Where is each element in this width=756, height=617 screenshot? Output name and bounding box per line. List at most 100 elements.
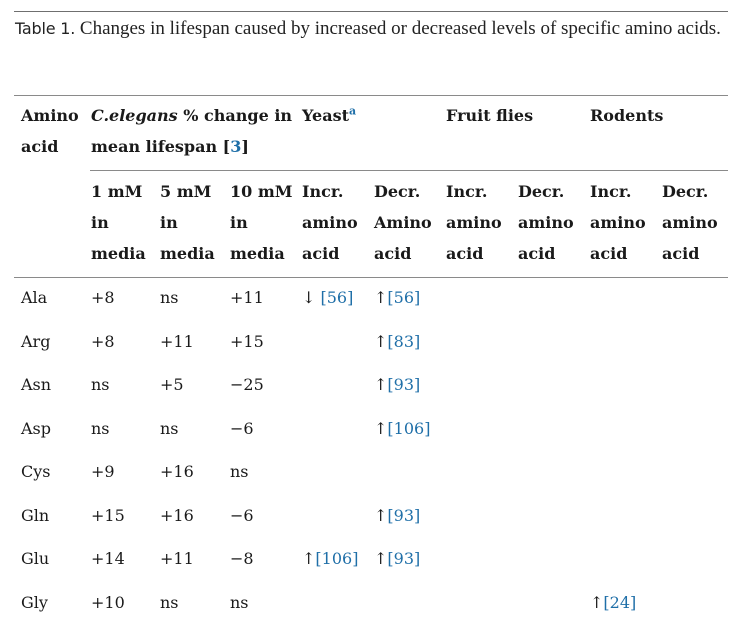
row-amino-acid: Asp <box>21 419 52 438</box>
subheader-col-8-line-1: Incr. <box>590 182 632 201</box>
arrow-icon: ↑ <box>590 593 604 612</box>
row-5mm-value: ns <box>160 288 179 307</box>
subheader-col-7-line-3: acid <box>518 244 556 263</box>
celegans-line2: mean lifespan [ <box>91 137 231 156</box>
row-1mm-value: +9 <box>91 462 115 481</box>
row-10mm-value: −8 <box>230 549 254 568</box>
header-amino-acid-line2: acid <box>21 137 59 156</box>
subheader-col-9-line-2: amino <box>662 213 718 232</box>
row-5mm-value: ns <box>160 419 179 438</box>
subheader-col-8: Incr. amino acid <box>590 176 646 269</box>
subheader-col-4-line-1: Incr. <box>302 182 344 201</box>
subheader-col-1: 1 mM in media <box>91 176 146 269</box>
row-amino-acid: Asn <box>21 375 52 394</box>
row-amino-acid: Ala <box>21 288 48 307</box>
arrow-icon: ↑ <box>374 549 388 568</box>
subheader-col-4-line-2: amino <box>302 213 358 232</box>
row-1mm-value: ns <box>91 375 110 394</box>
row-5mm-value: +16 <box>160 506 194 525</box>
yeast-footnote-link[interactable]: a <box>348 104 357 118</box>
subheader-col-5-line-1: Decr. <box>374 182 421 201</box>
header-amino-acid-line1: Amino <box>21 106 79 125</box>
reference-link[interactable]: [93] <box>387 506 421 525</box>
reference-link[interactable]: [106] <box>387 419 431 438</box>
row-10mm-value: +11 <box>230 288 264 307</box>
row-10mm-value: −25 <box>230 375 264 394</box>
row-yeast-decr: ↑[93] <box>374 506 420 526</box>
row-rodents-incr: ↑[24] <box>590 593 636 613</box>
row-10mm-value: −6 <box>230 419 254 438</box>
subheader-col-6-line-3: acid <box>446 244 484 263</box>
arrow-icon: ↑ <box>374 332 388 351</box>
header-fruit-flies: Fruit flies <box>446 106 534 125</box>
row-yeast-decr: ↑[83] <box>374 332 420 352</box>
body-rule <box>14 277 728 278</box>
subheader-col-1-line-1: 1 mM <box>91 182 143 201</box>
row-amino-acid: Glu <box>21 549 50 568</box>
row-10mm-value: −6 <box>230 506 254 525</box>
arrow-icon: ↑ <box>374 288 388 307</box>
reference-link[interactable]: [24] <box>603 593 637 612</box>
header-rodents: Rodents <box>590 106 664 125</box>
row-amino-acid: Gln <box>21 506 50 525</box>
subheader-col-3: 10 mM in media <box>230 176 292 269</box>
arrow-icon: ↑ <box>374 375 388 394</box>
subheader-col-5: Decr. Amino acid <box>374 176 432 269</box>
subheader-col-2-line-3: media <box>160 244 215 263</box>
subheader-col-3-line-1: 10 mM <box>230 182 293 201</box>
arrow-icon: ↑ <box>302 549 316 568</box>
subheader-col-5-line-3: acid <box>374 244 412 263</box>
row-amino-acid: Cys <box>21 462 51 481</box>
yeast-label: Yeast <box>302 106 349 125</box>
row-1mm-value: ns <box>91 419 110 438</box>
row-yeast-decr: ↑[93] <box>374 549 420 569</box>
row-yeast-decr: ↑[56] <box>374 288 420 308</box>
subheader-col-3-line-3: media <box>230 244 285 263</box>
row-yeast-incr: ↑[106] <box>302 549 358 569</box>
subheader-col-9-line-3: acid <box>662 244 700 263</box>
reference-link[interactable]: [83] <box>387 332 421 351</box>
row-5mm-value: +16 <box>160 462 194 481</box>
header-yeast: Yeasta <box>302 100 356 131</box>
row-1mm-value: +8 <box>91 288 115 307</box>
subheader-col-8-line-2: amino <box>590 213 646 232</box>
celegans-ref-link[interactable]: 3 <box>230 137 242 156</box>
reference-link[interactable]: [106] <box>315 549 359 568</box>
row-amino-acid: Gly <box>21 593 48 612</box>
subheader-col-8-line-3: acid <box>590 244 628 263</box>
row-1mm-value: +10 <box>91 593 125 612</box>
row-yeast-incr: ↓ [56] <box>302 288 353 308</box>
row-10mm-value: ns <box>230 462 249 481</box>
subheader-col-6: Incr. amino acid <box>446 176 502 269</box>
row-5mm-value: +11 <box>160 332 194 351</box>
celegans-rest: % change in <box>177 106 293 125</box>
row-amino-acid: Arg <box>21 332 51 351</box>
row-5mm-value: +5 <box>160 375 184 394</box>
subheader-col-9-line-1: Decr. <box>662 182 709 201</box>
top-rule <box>14 11 728 12</box>
subheader-col-6-line-1: Incr. <box>446 182 488 201</box>
row-1mm-value: +15 <box>91 506 125 525</box>
reference-link[interactable]: [56] <box>320 288 354 307</box>
subheader-col-2-line-2: in <box>160 213 178 232</box>
subheader-col-7: Decr. amino acid <box>518 176 574 269</box>
arrow-icon: ↑ <box>374 419 388 438</box>
row-10mm-value: ns <box>230 593 249 612</box>
reference-link[interactable]: [93] <box>387 549 421 568</box>
caption-text: Changes in lifespan caused by increased … <box>75 18 721 39</box>
row-1mm-value: +14 <box>91 549 125 568</box>
header-celegans: C.elegans % change in mean lifespan [3] <box>91 100 292 162</box>
subheader-col-4: Incr. amino acid <box>302 176 358 269</box>
subheader-rule <box>90 170 728 171</box>
celegans-line2-end: ] <box>241 137 249 156</box>
row-1mm-value: +8 <box>91 332 115 351</box>
subheader-col-7-line-2: amino <box>518 213 574 232</box>
row-5mm-value: ns <box>160 593 179 612</box>
subheader-col-1-line-2: in <box>91 213 109 232</box>
header-amino-acid: Amino acid <box>21 100 79 162</box>
caption-label: Table 1. <box>15 19 76 38</box>
table-caption: Table 1. Changes in lifespan caused by i… <box>15 13 727 45</box>
reference-link[interactable]: [56] <box>387 288 421 307</box>
subheader-col-3-line-2: in <box>230 213 248 232</box>
reference-link[interactable]: [93] <box>387 375 421 394</box>
